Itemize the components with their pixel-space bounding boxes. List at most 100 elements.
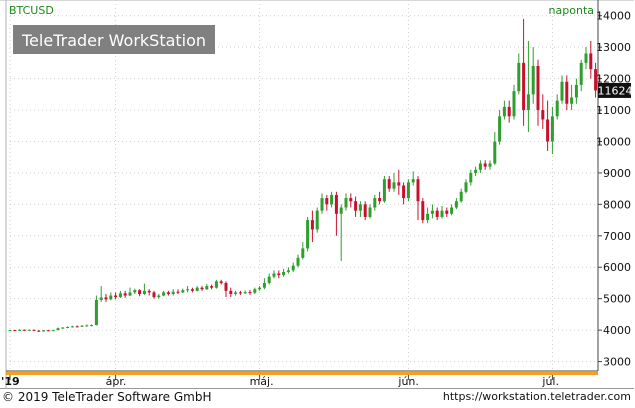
candle-body: [570, 97, 574, 104]
candle-body: [416, 179, 420, 202]
candle-body: [397, 182, 401, 186]
candle-body: [286, 270, 290, 272]
y-tick-label: 9000: [603, 167, 631, 180]
candle-body: [541, 110, 545, 120]
candle-body: [349, 198, 353, 202]
watermark-logo-text: TeleTrader WorkStation: [21, 31, 206, 50]
timeline-scrollbar[interactable]: [6, 372, 598, 375]
candle-body: [536, 66, 540, 111]
source-url[interactable]: https://workstation.teletrader.com: [442, 390, 631, 403]
y-tick-label: 7000: [603, 230, 631, 243]
candle-body: [190, 289, 194, 291]
candle-body: [61, 327, 65, 329]
candle-body: [18, 329, 22, 331]
candle-body: [517, 62, 521, 92]
candle-body: [358, 204, 362, 211]
candle-body: [253, 289, 257, 293]
candle-body: [42, 330, 46, 332]
candle-body: [51, 330, 55, 332]
y-axis-ticks: 3000 4000 5000 6000 7000 8000 9000 10000 11000 12…: [596, 10, 631, 369]
watermark-logo-box: [13, 25, 215, 54]
candle-body: [8, 330, 12, 332]
candle-body: [546, 119, 550, 142]
candle-body: [56, 328, 60, 331]
candle-body: [32, 329, 36, 331]
candle-body: [267, 276, 271, 283]
candle-body: [277, 273, 281, 276]
candle-body: [296, 257, 300, 266]
y-tick-label: 11000: [596, 104, 631, 117]
candle-body: [478, 163, 482, 170]
candle-body: [210, 286, 214, 288]
candle-body: [262, 282, 266, 288]
candle-body: [445, 210, 449, 214]
candle-body: [406, 182, 410, 199]
candle-body: [469, 172, 473, 183]
candle-body: [507, 106, 511, 117]
y-tick-label: 10000: [596, 135, 631, 148]
y-tick-label: 3000: [603, 356, 631, 369]
candle-body: [474, 169, 478, 173]
candle-body: [526, 94, 530, 111]
candle-body: [522, 62, 526, 111]
candle-body: [94, 299, 98, 326]
candle-body: [282, 271, 286, 276]
candle-body: [80, 325, 84, 327]
candle-body: [589, 53, 593, 70]
candle-body: [205, 286, 209, 290]
candle-body: [99, 297, 103, 300]
candle-body: [450, 207, 454, 214]
candle-body: [85, 325, 89, 327]
candle-body: [421, 201, 425, 221]
last-price-value: 11624: [598, 84, 633, 97]
y-tick-label: 5000: [603, 293, 631, 306]
candle-body: [512, 91, 516, 117]
candle-body: [387, 179, 391, 189]
candle-body: [46, 330, 50, 332]
candle-body: [104, 297, 108, 300]
y-tick-label: 4000: [603, 324, 631, 337]
candle-body: [440, 210, 444, 217]
chart-background: [0, 0, 634, 389]
candle-body: [162, 292, 166, 296]
x-axis-ticks: '19 ápr. máj. jún. júl.: [1, 375, 559, 388]
candle-body: [402, 185, 406, 199]
candle-body: [166, 292, 170, 294]
candle-body: [118, 293, 122, 298]
candle-body: [238, 292, 242, 294]
candle-body: [459, 191, 463, 202]
candle-body: [138, 290, 142, 294]
x-tick-label: máj.: [250, 375, 274, 388]
candle-body: [584, 53, 588, 63]
y-tick-label: 6000: [603, 261, 631, 274]
candle-body: [109, 295, 113, 300]
candle-body: [493, 141, 497, 164]
candle-body: [363, 204, 367, 217]
candle-body: [330, 194, 334, 205]
candle-body: [234, 292, 238, 294]
candle-body: [550, 116, 554, 142]
candle-body: [411, 179, 415, 183]
candle-body: [128, 292, 132, 296]
candle-body: [488, 163, 492, 167]
y-tick-label: 13000: [596, 41, 631, 54]
candle-body: [426, 213, 430, 221]
candle-body: [200, 287, 204, 290]
candle-body: [555, 100, 559, 117]
candle-body: [90, 325, 94, 327]
candle-body: [258, 287, 262, 290]
candle-body: [392, 182, 396, 189]
x-tick-label: ápr.: [106, 375, 127, 388]
copyright-text: © 2019 TeleTrader Software GmbH: [2, 390, 212, 404]
x-tick-label: '19: [1, 375, 20, 388]
y-tick-label: 12000: [596, 73, 631, 86]
candle-body: [195, 287, 199, 291]
candle-body: [214, 281, 218, 288]
x-tick-label: júl.: [541, 375, 559, 388]
candle-body: [565, 81, 569, 104]
candle-body: [560, 81, 564, 101]
candles: [8, 18, 598, 333]
candle-body: [310, 220, 314, 230]
candle-body: [325, 198, 329, 205]
candle-body: [320, 198, 324, 211]
